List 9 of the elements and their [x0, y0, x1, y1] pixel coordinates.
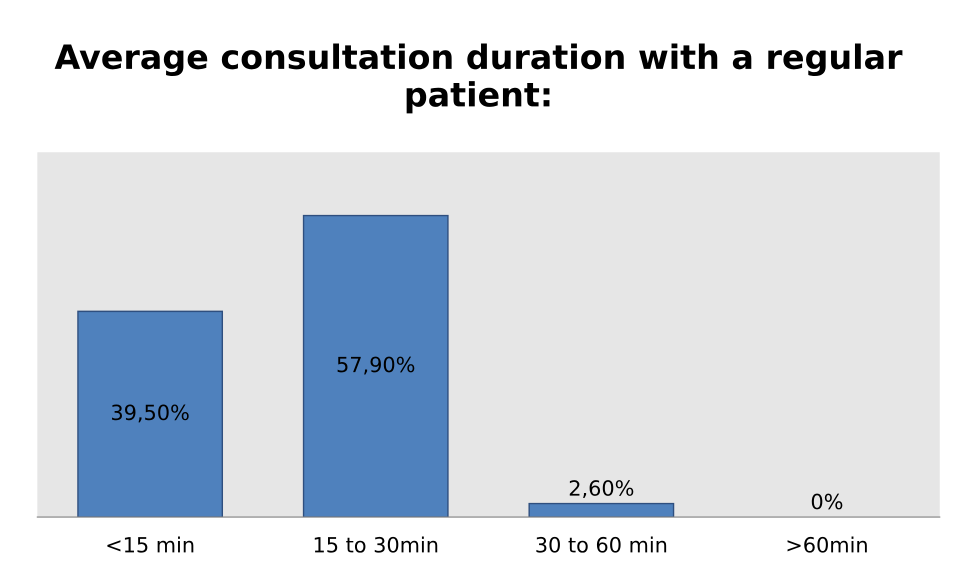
data-label: 0% — [812, 494, 842, 510]
x-tick-label: 15 to 30min — [314, 536, 438, 553]
x-tick-label: <15 min — [107, 536, 194, 553]
data-label: 57,90% — [338, 356, 414, 374]
x-tick-label: >60min — [788, 536, 867, 553]
chart-title: Average consultation duration with a regular patient: — [54, 44, 902, 114]
x-tick-label: 30 to 60 min — [536, 536, 666, 553]
data-label: 39,50% — [112, 404, 189, 422]
data-label: 2,60% — [570, 480, 634, 498]
